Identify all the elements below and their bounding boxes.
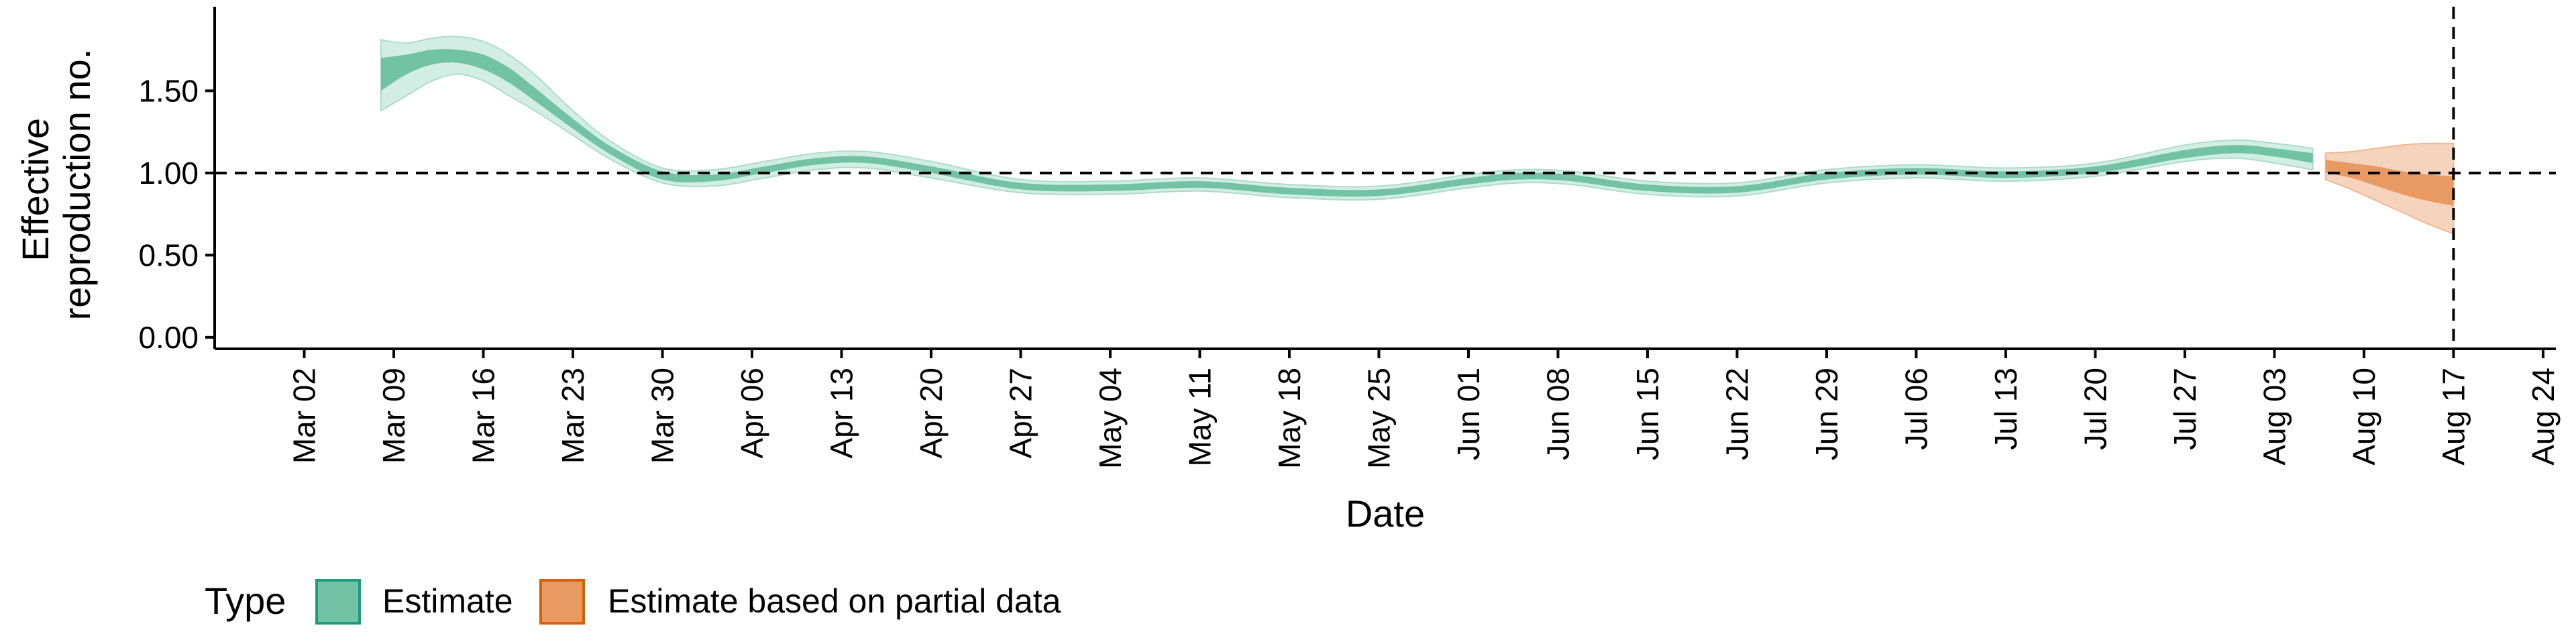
axes: 0.00 0.50 1.00 1.50 Mar 02 Mar 09 Mar 16 Mar 23… xyxy=(138,7,2561,469)
x-tick-label: Jul 20 xyxy=(2078,368,2112,450)
x-tick-label: Jul 06 xyxy=(1898,368,1933,450)
y-tick-label: 0.50 xyxy=(138,237,199,272)
x-tick-label: Apr 13 xyxy=(824,368,859,459)
y-tick-label: 1.50 xyxy=(138,73,199,108)
x-tick-label: Aug 24 xyxy=(2526,368,2561,466)
y-axis-title-line-2: reproduction no. xyxy=(56,49,98,321)
x-tick-label: Jul 13 xyxy=(1988,368,2023,450)
x-axis-title: Date xyxy=(1346,492,1425,535)
legend-label-partial: Estimate based on partial data xyxy=(608,582,1061,620)
x-tick-label: Jun 15 xyxy=(1630,368,1665,460)
x-tick-label: Jul 27 xyxy=(2167,368,2202,450)
x-tick-label: May 11 xyxy=(1183,368,1218,466)
x-tick-label: Mar 30 xyxy=(645,368,680,464)
x-tick-label: Apr 06 xyxy=(735,368,769,459)
x-tick-label: Aug 03 xyxy=(2257,368,2292,466)
x-tick-label: Mar 23 xyxy=(555,368,590,464)
x-tick-label: Mar 16 xyxy=(466,368,501,464)
y-tick-label: 0.00 xyxy=(138,320,199,355)
legend-title: Type xyxy=(205,580,286,622)
legend: Type Estimate Estimate based on partial … xyxy=(205,579,1061,625)
band-50-estimate xyxy=(380,49,2313,197)
band-50-partial xyxy=(2325,160,2454,206)
x-tick-label: Apr 20 xyxy=(914,368,949,459)
legend-key-partial xyxy=(539,579,585,625)
x-tick-label: Mar 02 xyxy=(287,368,322,464)
y-axis-title: Effective reproduction no. xyxy=(14,49,98,321)
legend-key-estimate xyxy=(315,579,361,625)
x-tick-label: May 18 xyxy=(1272,368,1307,469)
x-tick-label: Jun 01 xyxy=(1451,368,1486,460)
x-tick-label: Jun 22 xyxy=(1720,368,1755,460)
x-tick-label: Mar 09 xyxy=(376,368,411,464)
y-axis-title-line-1: Effective xyxy=(14,118,56,262)
x-tick-label: Apr 27 xyxy=(1004,368,1038,459)
x-tick-label: May 25 xyxy=(1362,368,1397,469)
x-tick-label: Aug 10 xyxy=(2347,368,2381,466)
x-tick-label: Aug 17 xyxy=(2436,368,2471,466)
x-tick-label: May 04 xyxy=(1093,368,1128,469)
x-tick-label: Jun 08 xyxy=(1541,368,1576,460)
x-tick-label: Jun 29 xyxy=(1809,368,1844,460)
y-tick-label: 1.00 xyxy=(138,156,199,191)
estimate-bands xyxy=(380,36,2455,235)
legend-label-estimate: Estimate xyxy=(382,582,513,620)
